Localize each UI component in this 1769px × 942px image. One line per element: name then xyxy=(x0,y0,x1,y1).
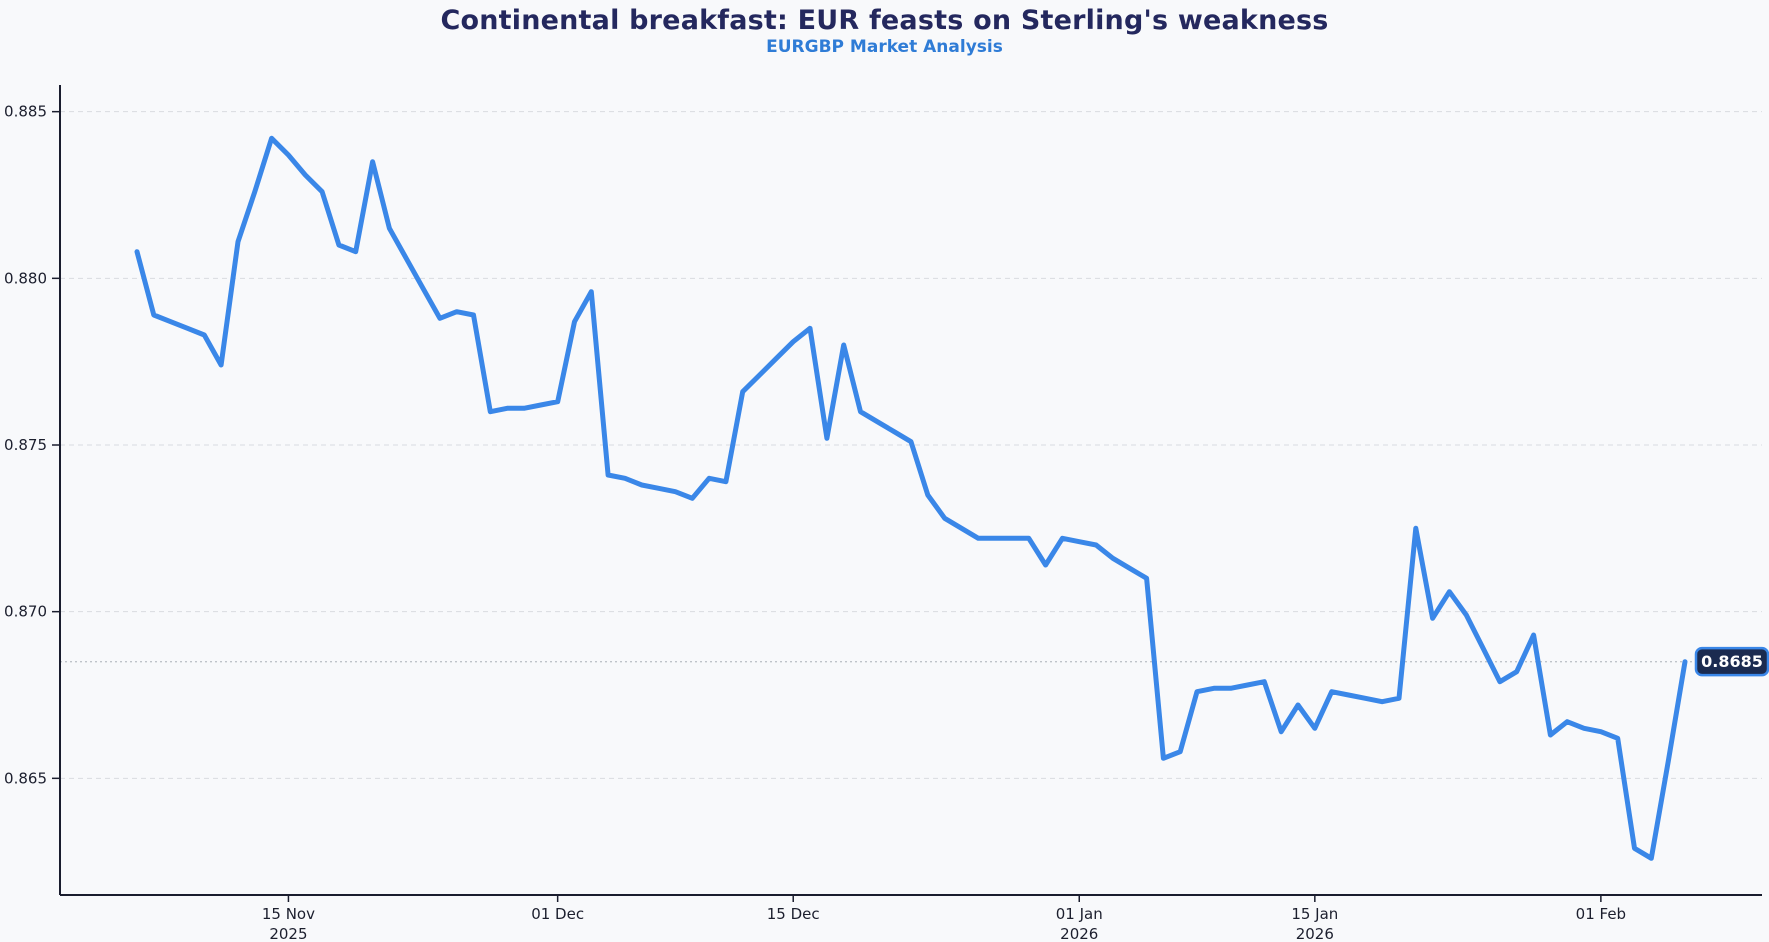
x-tick-label: 15 Jan xyxy=(1291,905,1338,923)
x-tick-label: 15 Nov xyxy=(262,905,315,923)
x-axis: 15 Nov 2025 01 Dec 15 Dec 01 Jan 2026 15 Jan 20… xyxy=(262,895,1626,942)
x-tick-label-year: 2026 xyxy=(1060,925,1098,942)
x-tick-label: 15 Dec xyxy=(767,905,820,923)
current-value-text: 0.8685 xyxy=(1701,652,1763,671)
x-tick-label: 01 Jan xyxy=(1056,905,1103,923)
chart-title: Continental breakfast: EUR feasts on Ste… xyxy=(440,5,1329,36)
x-tick-label: 01 Feb xyxy=(1576,905,1626,923)
y-tick-label: 0.880 xyxy=(4,269,47,287)
chart-subtitle: EURGBP Market Analysis xyxy=(766,37,1003,57)
x-tick-label: 01 Dec xyxy=(531,905,584,923)
price-line xyxy=(134,135,1688,861)
x-tick-label-year: 2025 xyxy=(269,925,307,942)
y-tick-label: 0.865 xyxy=(4,769,47,787)
y-tick-label: 0.870 xyxy=(4,603,47,621)
current-value-label: 0.8685 xyxy=(1694,646,1769,677)
y-tick-label: 0.875 xyxy=(4,436,47,454)
x-tick-label-year: 2026 xyxy=(1296,925,1334,942)
y-axis: 0.885 0.880 0.875 0.870 0.865 xyxy=(4,103,60,787)
y-tick-label: 0.885 xyxy=(4,103,47,121)
current-value-box xyxy=(1694,646,1769,677)
